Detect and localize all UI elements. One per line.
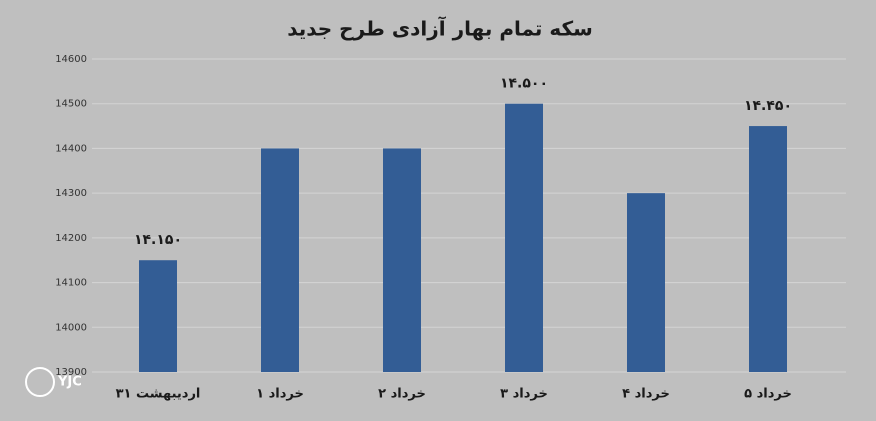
x-tick-label: ۴ خرداد [622,387,670,402]
y-tick-label: 14500 [55,99,87,110]
y-tick-label: 14200 [55,233,87,244]
bar [383,148,421,372]
y-tick-label: 14000 [55,322,87,333]
bar [139,260,177,372]
value-label: ۱۴.۱۵۰ [134,232,182,248]
bar [261,148,299,372]
y-tick-label: 14300 [55,188,87,199]
x-tick-label: ۳ خرداد [500,387,548,402]
y-tick-label: 14600 [55,54,87,65]
x-tick-label: ۵ خرداد [744,387,792,402]
y-tick-label: 14100 [55,278,87,289]
y-tick-label: 14400 [55,143,87,154]
x-tick-label: ۲ خرداد [378,387,426,402]
value-label: ۱۴.۵۰۰ [500,76,548,92]
chart-title: سکه تمام بهار آزادی طرح جدید [287,16,593,41]
y-tick-label: 13900 [55,367,87,378]
x-tick-label: ۳۱ اردیبهشت [116,387,201,402]
bar [749,126,787,372]
watermark-logo [25,367,55,397]
x-tick-label: ۱ خرداد [256,387,304,402]
value-label: ۱۴.۴۵۰ [744,98,792,114]
watermark: YJC [57,375,82,390]
bar [505,103,543,372]
bar [627,193,665,372]
